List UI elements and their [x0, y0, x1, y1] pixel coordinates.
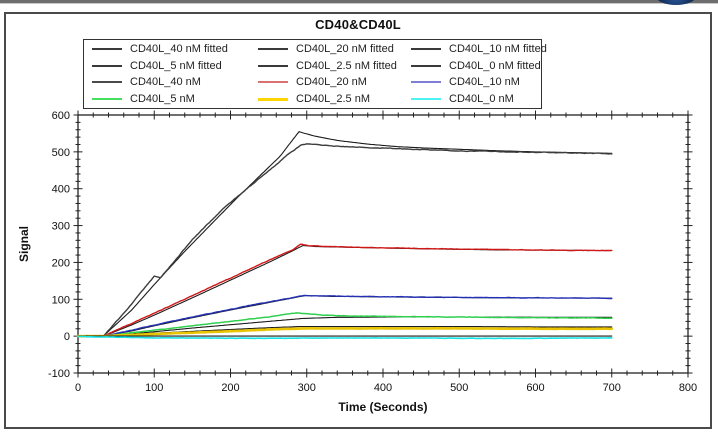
legend-swatch	[258, 64, 288, 67]
legend-item: CD40L_2.5 nM fitted	[258, 60, 411, 72]
legend-item: CD40L_2.5 nM	[258, 93, 411, 105]
legend-label: CD40L_2.5 nM fitted	[296, 59, 397, 72]
legend-label: CD40L_5 nM fitted	[130, 59, 222, 72]
legend-item: CD40L_10 nM	[411, 76, 547, 88]
legend-box: CD40L_40 nM fitted CD40L_20 nM fitted CD40…	[83, 39, 547, 109]
legend-swatch	[411, 48, 441, 51]
legend-swatch	[258, 48, 288, 51]
y-axis-label: Signal	[17, 226, 31, 263]
legend-label: CD40L_10 nM	[449, 76, 520, 89]
legend-label: CD40L_5 nM	[130, 93, 195, 106]
legend-label: CD40L_40 nM fitted	[130, 43, 228, 56]
legend-label: CD40L_10 nM fitted	[449, 43, 547, 56]
legend-swatch	[92, 64, 122, 67]
x-axis-label: Time (Seconds)	[338, 400, 428, 414]
legend-swatch	[258, 97, 288, 101]
legend-item: CD40L_5 nM fitted	[92, 60, 258, 72]
legend-label: CD40L_20 nM fitted	[296, 43, 394, 56]
legend-swatch	[92, 81, 122, 84]
legend-item: CD40L_20 nM fitted	[258, 43, 411, 55]
legend-label: CD40L_20 nM	[296, 76, 367, 89]
top-right-ellipse-decoration	[655, 0, 697, 5]
legend-swatch	[411, 81, 441, 84]
legend-item: CD40L_40 nM	[92, 76, 258, 88]
legend-swatch	[92, 98, 122, 101]
legend-item: CD40L_0 nM	[411, 93, 547, 105]
legend-label: CD40L_0 nM fitted	[449, 59, 541, 72]
legend-label: CD40L_40 nM	[130, 76, 201, 89]
legend-item: CD40L_0 nM fitted	[411, 60, 547, 72]
legend-swatch	[92, 48, 122, 51]
legend-item: CD40L_10 nM fitted	[411, 43, 547, 55]
legend-swatch	[411, 98, 441, 101]
legend-label: CD40L_2.5 nM	[296, 93, 370, 106]
legend-label: CD40L_0 nM	[449, 93, 514, 106]
legend-item: CD40L_5 nM	[92, 93, 258, 105]
legend-swatch	[411, 64, 441, 67]
legend-item: CD40L_40 nM fitted	[92, 43, 258, 55]
chart-title: CD40&CD40L	[315, 17, 401, 32]
top-divider-rule	[0, 0, 718, 4]
legend-swatch	[258, 81, 288, 84]
legend-item: CD40L_20 nM	[258, 76, 411, 88]
